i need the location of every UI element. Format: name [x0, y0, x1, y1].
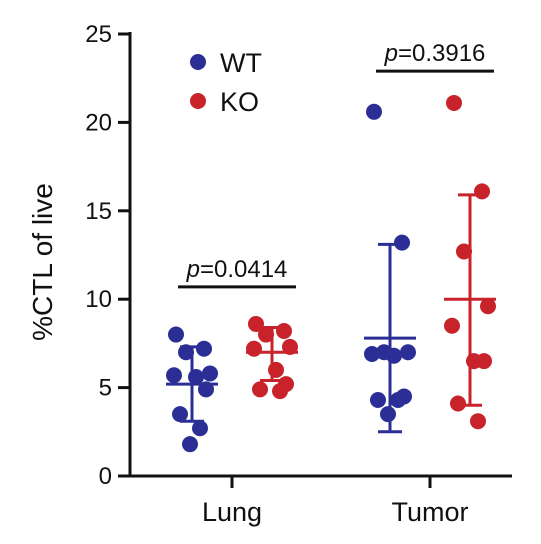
data-point	[246, 340, 262, 357]
data-point	[450, 395, 466, 412]
data-point	[258, 326, 274, 343]
data-point	[400, 344, 416, 361]
legend-label: KO	[220, 87, 259, 117]
data-point	[370, 391, 386, 408]
legend-marker	[190, 93, 206, 109]
y-tick-label: 5	[99, 375, 112, 402]
data-point	[474, 183, 490, 200]
data-point	[476, 353, 492, 370]
p-value: =0.0414	[200, 256, 287, 283]
y-tick-label: 25	[85, 21, 112, 48]
x-tick-label: Lung	[202, 497, 262, 527]
data-point	[182, 436, 198, 453]
data-point	[192, 420, 208, 437]
data-point	[366, 103, 382, 120]
y-tick-label: 0	[99, 463, 112, 490]
legend-label: WT	[220, 48, 262, 78]
data-point	[188, 368, 204, 385]
data-point	[172, 406, 188, 423]
data-point	[198, 381, 214, 398]
p-symbol: p	[384, 40, 398, 67]
data-point	[282, 338, 298, 355]
data-point	[272, 383, 288, 400]
y-tick-label: 20	[85, 109, 112, 136]
data-point	[168, 326, 184, 343]
data-point	[380, 406, 396, 423]
data-point	[444, 317, 460, 334]
y-tick-label: 15	[85, 198, 112, 225]
y-axis-label: %CTL of live	[27, 183, 58, 341]
legend-marker	[190, 54, 206, 70]
data-point	[470, 413, 486, 430]
data-point	[456, 243, 472, 260]
data-point	[364, 346, 380, 363]
axes: 0 5 10 15 20 25 Lung Tumor	[85, 21, 512, 527]
data-point	[252, 381, 268, 398]
x-tick-label: Tumor	[391, 497, 468, 527]
data-point	[480, 298, 496, 315]
p-symbol: p	[186, 256, 200, 283]
data-point	[166, 367, 182, 384]
legend: WT KO	[190, 48, 262, 117]
p-value: =0.3916	[398, 40, 485, 67]
data-point	[394, 234, 410, 251]
data-point	[390, 391, 406, 408]
y-tick-label: 10	[85, 286, 112, 313]
data-point	[248, 315, 264, 332]
data-point	[196, 340, 212, 357]
data-point	[268, 361, 284, 378]
p-value-label: p=0.3916	[384, 40, 486, 67]
data-point	[446, 94, 462, 111]
data-point	[178, 344, 194, 361]
data-point	[202, 365, 218, 382]
data-point	[386, 347, 402, 364]
p-value-label: p=0.0414	[186, 256, 288, 283]
data-point	[276, 323, 292, 340]
